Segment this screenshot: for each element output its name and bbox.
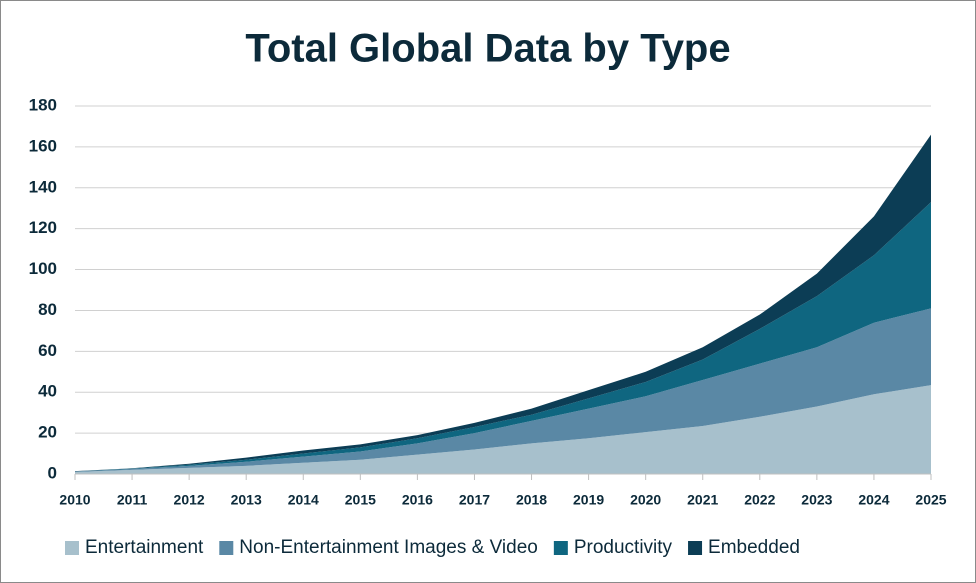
y-tick-label: 100 bbox=[29, 259, 57, 278]
area bbox=[75, 385, 931, 474]
legend-label: Productivity bbox=[574, 537, 673, 558]
x-tick-label: 2015 bbox=[345, 492, 376, 508]
x-tick-label: 2024 bbox=[858, 492, 889, 508]
area bbox=[75, 202, 931, 472]
legend-swatch bbox=[688, 541, 703, 555]
legend-swatch bbox=[219, 541, 234, 555]
x-tick-label: 2020 bbox=[630, 492, 661, 508]
x-tick-label: 2017 bbox=[459, 492, 490, 508]
y-tick-label: 60 bbox=[38, 341, 57, 360]
y-tick-label: 140 bbox=[29, 177, 57, 196]
x-tick-label: 2014 bbox=[288, 492, 319, 508]
y-tick-label: 120 bbox=[29, 218, 57, 237]
y-tick-label: 160 bbox=[29, 136, 57, 155]
x-tick-label: 2012 bbox=[174, 492, 205, 508]
x-tick-label: 2010 bbox=[59, 492, 90, 508]
y-tick-label: 40 bbox=[38, 382, 57, 401]
x-tick-label: 2019 bbox=[573, 492, 604, 508]
legend-swatch bbox=[553, 541, 568, 555]
y-tick-label: 80 bbox=[38, 300, 57, 319]
y-tick-label: 20 bbox=[38, 423, 57, 442]
y-tick-label: 180 bbox=[29, 95, 57, 114]
chart-title: Total Global Data by Type bbox=[245, 27, 730, 71]
x-tick-label: 2013 bbox=[231, 492, 262, 508]
legend-label: Embedded bbox=[708, 537, 800, 558]
legend-swatch bbox=[65, 541, 79, 555]
x-tick-label: 2025 bbox=[915, 492, 946, 508]
area bbox=[75, 308, 931, 472]
y-tick-label: 0 bbox=[48, 463, 57, 482]
legend-label: Non-Entertainment Images & Video bbox=[239, 537, 538, 558]
x-tick-label: 2021 bbox=[687, 492, 718, 508]
legend-label: Entertainment bbox=[85, 537, 204, 558]
x-tick-label: 2022 bbox=[744, 492, 775, 508]
x-tick-label: 2016 bbox=[402, 492, 433, 508]
x-tick-label: 2018 bbox=[516, 492, 547, 508]
x-tick-label: 2011 bbox=[117, 492, 148, 508]
x-tick-label: 2023 bbox=[801, 492, 832, 508]
